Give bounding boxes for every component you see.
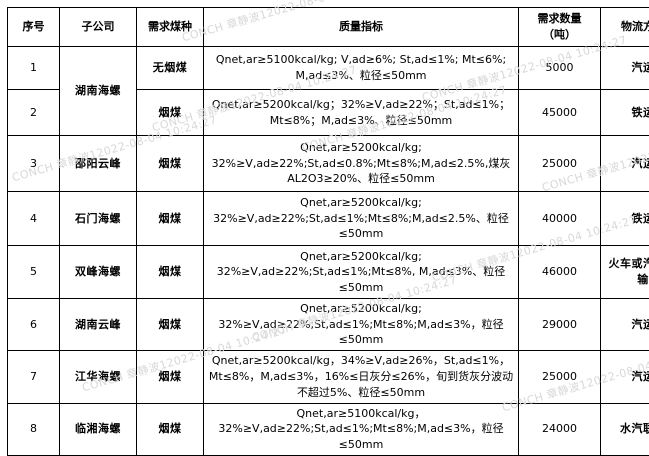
cell-subsidiary: 临湘海螺 (60, 403, 137, 455)
cell-index: 1 (8, 47, 60, 90)
cell-quality-spec: Qnet,ar≥5200kcal/kg；32%≥V,ad≥22%；St,ad≤1… (204, 90, 519, 136)
column-header-subsidiary: 子公司 (60, 8, 137, 47)
cell-quality-spec: Qnet,ar≥5200kcal/kg; 32%≥V,ad≥22%;St,ad≤… (204, 246, 519, 299)
column-header-index: 序号 (8, 8, 60, 47)
cell-quality-spec: Qnet,ar≥5200kcal/kg，34%≥V,ad≥26%，St,ad≤1… (204, 350, 519, 403)
cell-subsidiary: 邵阳云峰 (60, 136, 137, 192)
cell-index: 6 (8, 299, 60, 351)
column-header-logistics: 物流方式 (601, 8, 649, 47)
cell-quality-spec: Qnet,ar≥5200kcal/kg; 32%≥V,ad≥22%;St,ad≤… (204, 299, 519, 351)
cell-quantity: 29000 (519, 299, 601, 351)
cell-coal-type: 烟煤 (137, 403, 204, 455)
cell-coal-type: 烟煤 (137, 350, 204, 403)
cell-logistics: 水汽联运 (601, 403, 649, 455)
table-header: 序号 子公司 需求煤种 质量指标 需求数量 （吨） 物流方式 (8, 8, 649, 47)
cell-logistics: 汽运 (601, 47, 649, 90)
cell-coal-type: 烟煤 (137, 136, 204, 192)
cell-logistics: 火车或汽车运输 (601, 246, 649, 299)
cell-subsidiary: 双峰海螺 (60, 246, 137, 299)
cell-index: 7 (8, 350, 60, 403)
cell-index: 3 (8, 136, 60, 192)
cell-quantity: 40000 (519, 192, 601, 246)
coal-demand-table-container: 序号 子公司 需求煤种 质量指标 需求数量 （吨） 物流方式 1湖南海螺无烟煤Q… (7, 7, 643, 456)
cell-logistics: 铁运 (601, 192, 649, 246)
cell-coal-type: 烟煤 (137, 246, 204, 299)
cell-coal-type: 无烟煤 (137, 47, 204, 90)
cell-quantity: 46000 (519, 246, 601, 299)
cell-index: 2 (8, 90, 60, 136)
column-header-quantity: 需求数量 （吨） (519, 8, 601, 47)
cell-quantity: 24000 (519, 403, 601, 455)
cell-quality-spec: Qnet,ar≥5100kcal/kg; V,ad≥6%; St,ad≤1%; … (204, 47, 519, 90)
column-header-quantity-label: 需求数量 (538, 12, 582, 25)
cell-quantity: 25000 (519, 136, 601, 192)
cell-quality-spec: Qnet,ar≥5100kcal/kg，32%≥V,ad≥22%;St,ad≤1… (204, 403, 519, 455)
column-header-quality-spec: 质量指标 (204, 8, 519, 47)
cell-coal-type: 烟煤 (137, 192, 204, 246)
cell-subsidiary: 湖南云峰 (60, 299, 137, 351)
cell-logistics: 汽运 (601, 136, 649, 192)
cell-quality-spec: Qnet,ar≥5200kcal/kg; 32%≥V,ad≥22%;St,ad≤… (204, 136, 519, 192)
column-header-quantity-unit: （吨） (522, 27, 597, 43)
cell-coal-type: 烟煤 (137, 299, 204, 351)
cell-logistics: 铁运 (601, 90, 649, 136)
cell-quality-spec: Qnet,ar≥5200kcal/kg; 32%≥V,ad≥22%;St,ad≤… (204, 192, 519, 246)
cell-subsidiary: 石门海螺 (60, 192, 137, 246)
cell-index: 5 (8, 246, 60, 299)
coal-demand-table: 序号 子公司 需求煤种 质量指标 需求数量 （吨） 物流方式 1湖南海螺无烟煤Q… (7, 7, 649, 456)
cell-coal-type: 烟煤 (137, 90, 204, 136)
cell-subsidiary: 湖南海螺 (60, 47, 137, 136)
table-header-row: 序号 子公司 需求煤种 质量指标 需求数量 （吨） 物流方式 (8, 8, 649, 47)
column-header-coal-type: 需求煤种 (137, 8, 204, 47)
cell-quantity: 25000 (519, 350, 601, 403)
cell-quantity: 45000 (519, 90, 601, 136)
cell-index: 8 (8, 403, 60, 455)
cell-logistics: 汽运 (601, 350, 649, 403)
cell-logistics: 汽运 (601, 299, 649, 351)
cell-quantity: 5000 (519, 47, 601, 90)
cell-subsidiary: 江华海螺 (60, 350, 137, 403)
cell-index: 4 (8, 192, 60, 246)
